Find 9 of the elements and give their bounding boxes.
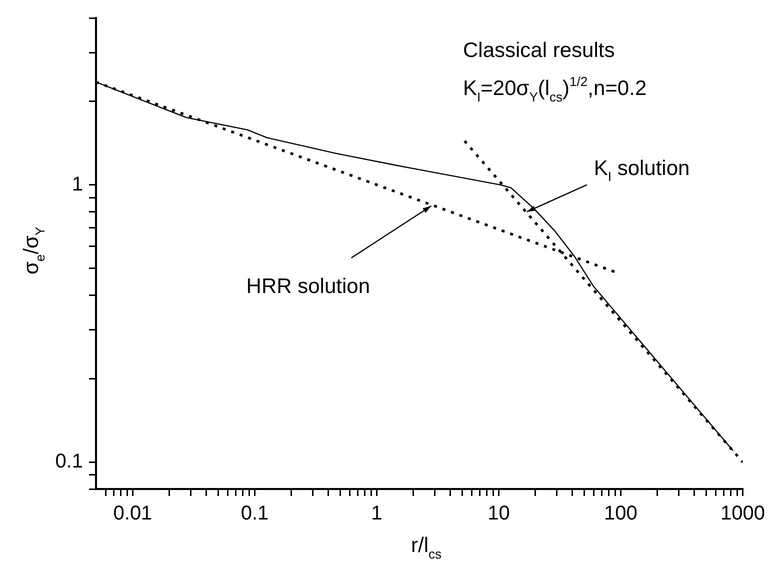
annotation: Classical results: [463, 39, 615, 62]
x-tick-label: 0.1: [240, 502, 269, 525]
x-tick-label: 100: [604, 502, 638, 525]
x-tick-label: 1000: [720, 502, 766, 525]
annotation: HRR solution: [246, 274, 370, 298]
x-tick-label: 0.01: [113, 502, 152, 525]
x-tick-label: 10: [488, 502, 510, 525]
x-tick-label: 1: [371, 502, 382, 525]
y-axis-title: σe/σY: [20, 226, 48, 274]
